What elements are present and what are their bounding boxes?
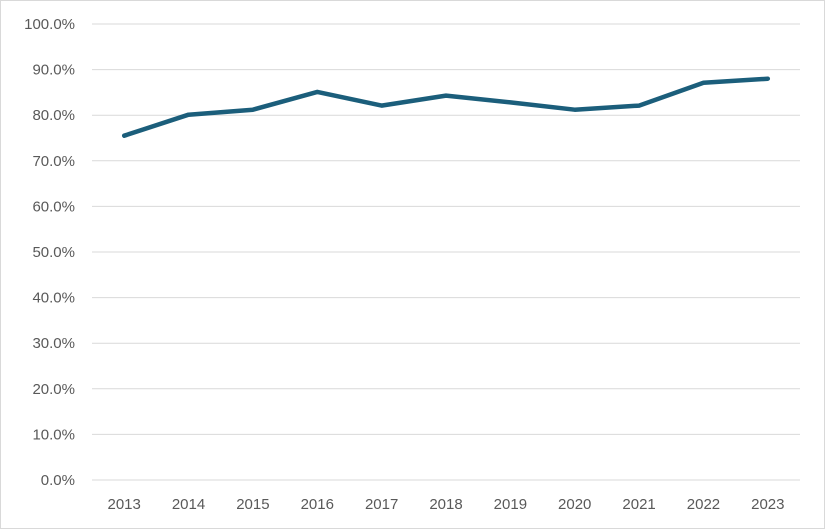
- x-tick-label: 2019: [494, 496, 527, 513]
- y-axis-tick-labels: 0.0% 10.0% 20.0% 30.0% 40.0% 50.0% 60.0% 70.0% 8…: [24, 16, 75, 489]
- series-layer: [121, 76, 771, 138]
- y-tick-label: 100.0%: [24, 16, 75, 33]
- y-tick-label: 20.0%: [32, 381, 75, 398]
- x-tick-label: 2018: [429, 496, 462, 513]
- y-tick-label: 50.0%: [32, 244, 75, 261]
- series-line: [121, 76, 771, 138]
- x-tick-label: 2013: [107, 496, 140, 513]
- x-tick-label: 2022: [687, 496, 720, 513]
- x-tick-label: 2017: [365, 496, 398, 513]
- y-tick-label: 60.0%: [32, 198, 75, 215]
- y-tick-label: 90.0%: [32, 62, 75, 79]
- x-tick-label: 2014: [172, 496, 205, 513]
- gridlines: [92, 23, 800, 481]
- y-tick-label: 30.0%: [32, 335, 75, 352]
- x-tick-label: 2015: [236, 496, 269, 513]
- y-tick-label: 40.0%: [32, 290, 75, 307]
- y-tick-label: 0.0%: [41, 472, 75, 489]
- x-tick-label: 2023: [751, 496, 784, 513]
- x-tick-label: 2021: [622, 496, 655, 513]
- x-tick-label: 2016: [301, 496, 334, 513]
- x-tick-label: 2020: [558, 496, 591, 513]
- y-tick-label: 70.0%: [32, 153, 75, 170]
- y-tick-label: 10.0%: [32, 426, 75, 443]
- y-tick-label: 80.0%: [32, 107, 75, 124]
- x-axis-tick-labels: 2013 2014 2015 2016 2017 2018 2019 2020 2021 2022…: [107, 496, 784, 513]
